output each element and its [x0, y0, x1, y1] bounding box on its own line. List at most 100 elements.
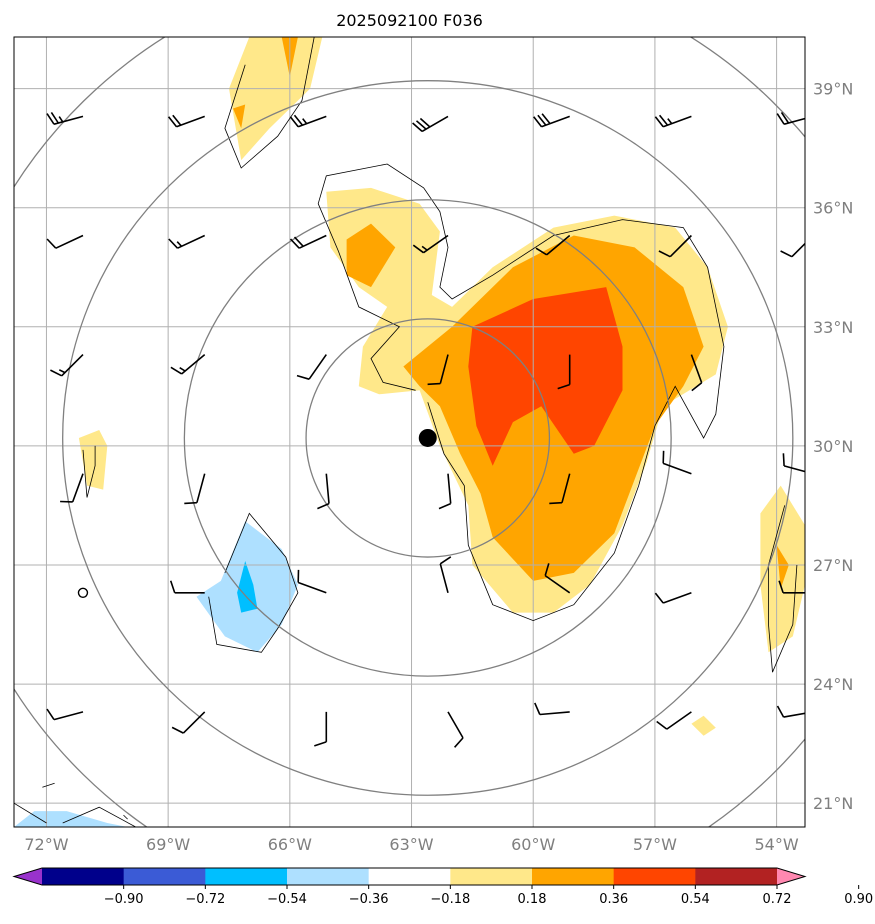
wind-barb-26 [662, 450, 692, 475]
filled-region-6 [346, 223, 396, 288]
filled-region-13 [237, 561, 258, 613]
colorbar-extend-low [14, 868, 42, 885]
wind-barb-25 [549, 473, 571, 505]
filled-region-2 [78, 430, 108, 490]
wind-barb-7 [46, 234, 84, 249]
colorbar-box-5 [450, 868, 533, 885]
wind-barb-shaft [662, 450, 692, 475]
plot-background [14, 37, 805, 827]
lon-tick-label: 72°W [24, 835, 68, 854]
wind-barb-shaft [813, 355, 823, 391]
wind-barb-29 [169, 580, 205, 594]
lat-tick-label: 36°N [813, 199, 853, 218]
wind-barb-8 [168, 234, 206, 249]
wind-barb-shaft [534, 702, 570, 716]
contour-line-8 [123, 814, 128, 820]
wind-barb-shaft [168, 234, 206, 249]
wind-barb-shaft [778, 580, 805, 594]
filled-region-1 [229, 37, 323, 161]
wind-barb-21 [60, 473, 84, 503]
lat-tick-label: 30°N [813, 437, 853, 456]
lon-tick-label: 54°W [755, 835, 799, 854]
colorbar-tick-label: 0.36 [599, 892, 628, 907]
lon-tick-label: 66°W [268, 835, 312, 854]
wind-barb-shaft [533, 113, 570, 128]
wind-barb-shaft [557, 354, 571, 390]
wind-barb-shaft [782, 453, 805, 473]
wind-barb-shaft [427, 354, 449, 386]
wind-barb-10 [412, 234, 449, 254]
wind-barb-28 [77, 587, 89, 598]
calm-circle [77, 587, 89, 598]
range-ring-0 [305, 318, 551, 558]
lat-tick-label: 39°N [813, 80, 853, 99]
wind-barb-16 [296, 354, 327, 380]
wind-barb-shaft [654, 114, 692, 128]
contour-line-4 [208, 512, 299, 653]
wind-barb-37 [314, 711, 328, 747]
colorbar-tick-label: 0.54 [681, 892, 710, 907]
contour-line-1 [224, 37, 315, 169]
wind-barb-shaft [296, 354, 327, 380]
wind-barb-34 [778, 580, 805, 594]
colorbar-extend-high [777, 868, 805, 885]
lon-tick-label: 57°W [633, 835, 677, 854]
colorbar-tick-label: −0.72 [185, 892, 225, 907]
wind-barb-shaft [171, 711, 206, 734]
wind-barb-9 [289, 234, 327, 249]
wind-barb-19 [690, 354, 703, 392]
wind-barb-shaft [412, 234, 449, 254]
wind-barb-32 [544, 563, 571, 594]
colorbar-tick-label: 0.90 [844, 892, 873, 907]
wind-barb-shaft [169, 580, 205, 594]
wind-barb-22 [184, 473, 206, 505]
wind-barb-17 [427, 354, 449, 386]
wind-barb-shaft [656, 711, 692, 730]
colorbar-box-4 [368, 868, 451, 885]
wind-barb-shaft [544, 563, 571, 594]
wind-barb-23 [317, 473, 330, 510]
wind-barb-18 [557, 354, 571, 390]
filled-region-12 [14, 811, 128, 827]
lon-tick-label: 63°W [389, 835, 433, 854]
wind-barb-24 [438, 473, 452, 510]
filled-region-8 [233, 104, 246, 129]
wind-barb-14 [50, 354, 84, 377]
range-ring-2 [62, 80, 794, 796]
wind-barb-shaft [60, 473, 84, 503]
wind-barb-6 [776, 111, 805, 125]
wind-barb-20 [813, 355, 823, 391]
lon-tick-label: 60°W [511, 835, 555, 854]
filled-region-9 [776, 545, 789, 589]
wind-barb-shaft [439, 556, 452, 594]
colorbar: −0.90 −0.72 −0.54 −0.36 −0.18 0.18 0.36 0.54 0.7… [12, 867, 873, 907]
colorbar-tick-label: −0.18 [430, 892, 470, 907]
wind-barb-33 [654, 592, 692, 604]
colorbar-outline [12, 867, 807, 886]
lon-tick-label: 69°W [146, 835, 190, 854]
range-ring-1 [183, 199, 672, 677]
wind-barb-shaft [317, 473, 330, 510]
wind-barb-shaft [438, 473, 452, 510]
wind-barb-shaft [549, 473, 571, 505]
filled-region-10 [468, 287, 623, 466]
colorbar-box-8 [695, 868, 778, 885]
lat-tick-label: 33°N [813, 318, 853, 337]
colorbar-tick-label: −0.36 [349, 892, 389, 907]
wind-barb-27 [782, 453, 805, 473]
colorbar-tick-label: −0.54 [267, 892, 307, 907]
colorbar-tick-label: −0.90 [104, 892, 144, 907]
wind-barb-31 [439, 556, 452, 594]
colorbar-box-3 [287, 868, 370, 885]
colorbar-box-6 [532, 868, 615, 885]
wind-barb-shaft [776, 705, 805, 718]
storm-center-marker [418, 428, 437, 447]
contour-line-7 [42, 782, 55, 788]
wind-barb-12 [658, 234, 692, 258]
wind-barb-shaft [184, 473, 206, 505]
wind-barb-41 [776, 705, 805, 718]
plot-frame [13, 36, 806, 828]
wind-barb-13 [780, 242, 805, 258]
